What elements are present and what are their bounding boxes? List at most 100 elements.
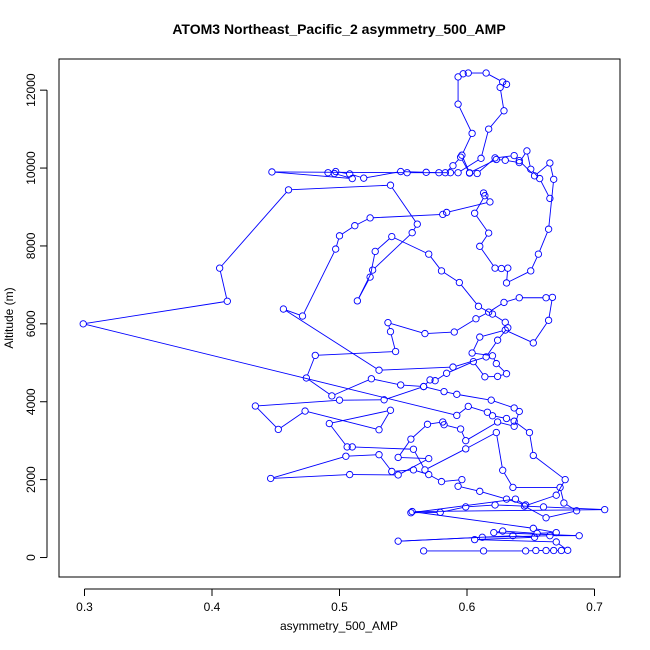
series-segment bbox=[506, 298, 517, 302]
data-point bbox=[311, 351, 319, 360]
data-point bbox=[476, 242, 484, 250]
data-point bbox=[488, 310, 497, 318]
data-point bbox=[391, 347, 400, 356]
data-point bbox=[515, 158, 523, 167]
data-point bbox=[454, 169, 462, 177]
data-point bbox=[491, 501, 499, 509]
data-point bbox=[485, 125, 493, 133]
data-point bbox=[544, 316, 553, 324]
series-segment bbox=[430, 422, 440, 425]
series-segment bbox=[498, 365, 505, 372]
series-segment bbox=[308, 379, 330, 395]
y-tick-label: 8000 bbox=[24, 232, 38, 259]
series-segment bbox=[334, 379, 369, 396]
series-segment bbox=[444, 479, 459, 482]
series-segment bbox=[318, 351, 393, 356]
chart-title: ATOM3 Northeast_Pacific_2 asymmetry_500_… bbox=[172, 21, 505, 37]
series-segment bbox=[431, 475, 439, 481]
data-point bbox=[360, 174, 368, 182]
series-segment bbox=[377, 238, 390, 250]
data-point bbox=[462, 445, 470, 453]
data-point bbox=[550, 175, 558, 183]
series-segment bbox=[455, 357, 484, 367]
series-segment bbox=[499, 329, 507, 339]
data-point bbox=[552, 538, 560, 546]
data-point bbox=[458, 151, 466, 159]
data-point bbox=[437, 267, 446, 275]
x-tick-label: 0.3 bbox=[76, 600, 93, 614]
x-axis: 0.3 0.4 0.5 0.6 0.7 bbox=[76, 588, 603, 614]
data-point bbox=[488, 412, 497, 420]
data-point bbox=[408, 229, 416, 237]
series-segment bbox=[357, 218, 368, 225]
series-segment bbox=[482, 330, 503, 337]
data-point bbox=[407, 435, 415, 443]
data-point bbox=[450, 328, 458, 336]
data-point bbox=[301, 407, 309, 415]
series-segment bbox=[428, 331, 452, 334]
data-point bbox=[366, 214, 374, 222]
data-point bbox=[394, 453, 402, 462]
series-segment bbox=[508, 160, 517, 163]
data-point bbox=[469, 357, 478, 366]
series-segment bbox=[474, 363, 484, 375]
series-segment bbox=[459, 106, 472, 131]
data-point bbox=[79, 320, 87, 328]
data-point bbox=[388, 467, 396, 476]
series-segment bbox=[285, 310, 377, 369]
data-point bbox=[500, 107, 508, 115]
series-segment bbox=[540, 181, 549, 196]
data-point bbox=[375, 366, 383, 374]
data-point bbox=[456, 153, 465, 161]
series-segment bbox=[507, 330, 531, 343]
data-point bbox=[380, 396, 388, 404]
data-point bbox=[511, 495, 520, 503]
series-segment bbox=[548, 182, 554, 227]
data-point bbox=[552, 528, 560, 537]
data-point bbox=[343, 443, 351, 451]
series-segment bbox=[531, 256, 538, 269]
data-point bbox=[522, 501, 530, 509]
data-point bbox=[481, 192, 489, 200]
data-point bbox=[342, 452, 350, 460]
series-segment bbox=[394, 469, 411, 472]
series-segment bbox=[481, 235, 488, 244]
data-point bbox=[500, 298, 508, 307]
data-point bbox=[423, 420, 432, 428]
data-point bbox=[487, 396, 495, 404]
series-segment bbox=[390, 334, 396, 349]
data-point bbox=[215, 264, 224, 272]
data-point bbox=[479, 547, 488, 555]
data-point bbox=[523, 147, 531, 155]
data-point bbox=[284, 186, 293, 194]
data-point bbox=[520, 502, 529, 510]
series-segment bbox=[498, 504, 541, 508]
data-point bbox=[499, 78, 507, 86]
series-segment bbox=[527, 153, 531, 167]
series-segment bbox=[401, 457, 426, 459]
data-point bbox=[332, 167, 340, 176]
series-segment bbox=[86, 324, 454, 416]
series-segment bbox=[387, 387, 421, 400]
data-point bbox=[464, 402, 472, 411]
series-segment bbox=[485, 195, 489, 200]
data-point bbox=[485, 308, 493, 316]
data-point bbox=[482, 353, 490, 361]
series-segment bbox=[447, 425, 458, 429]
data-point bbox=[335, 232, 344, 240]
series-segment bbox=[529, 435, 534, 453]
data-point bbox=[509, 483, 517, 492]
data-point bbox=[419, 382, 428, 391]
series-segment bbox=[500, 422, 512, 426]
series-segment bbox=[461, 284, 477, 305]
series-segment bbox=[476, 215, 488, 231]
data-point bbox=[403, 169, 411, 177]
data-point bbox=[468, 129, 476, 138]
data-point bbox=[510, 422, 518, 430]
data-point bbox=[515, 294, 523, 302]
data-point bbox=[407, 509, 415, 517]
series-line bbox=[86, 72, 602, 552]
data-point bbox=[386, 327, 395, 336]
series-segment bbox=[273, 474, 347, 479]
